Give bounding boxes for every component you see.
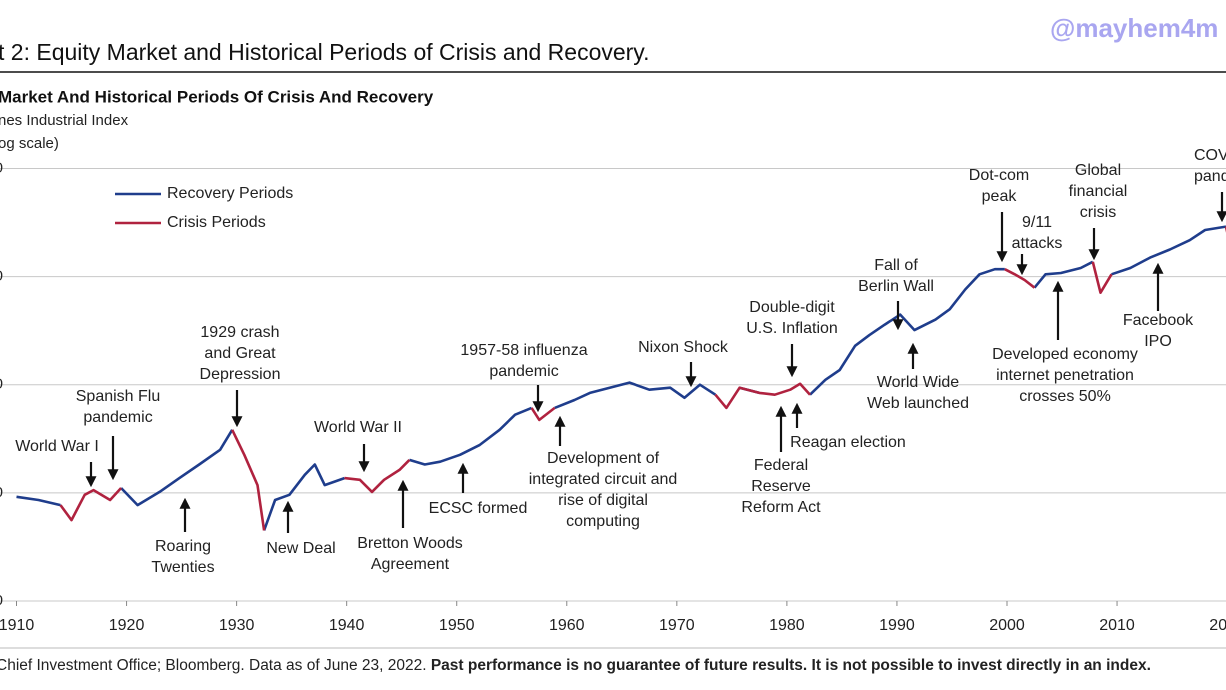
annotation-text: Developed economy <box>992 346 1138 363</box>
x-tick-label: 1940 <box>329 617 365 634</box>
x-tick-label: 2000 <box>989 617 1025 634</box>
annotation-text: Reagan election <box>790 434 906 451</box>
annotation-text: Agreement <box>371 556 450 573</box>
annotation-text: crisis <box>1080 204 1116 221</box>
annotation-text: Spanish Flu <box>76 388 161 405</box>
x-tick-label: 1980 <box>769 617 805 634</box>
annotation-text: 9/11 <box>1022 214 1052 231</box>
chart-title: Market And Historical Periods Of Crisis … <box>0 87 434 106</box>
annotation-text: New Deal <box>266 540 335 557</box>
annotation-text: crosses 50% <box>1019 388 1111 405</box>
annotation-text: 1929 crash <box>200 324 279 341</box>
annotation-text: integrated circuit and <box>529 471 678 488</box>
x-tick-label: 1970 <box>659 617 695 634</box>
x-tick-label: 2010 <box>1099 617 1135 634</box>
annotation-text: pandemic <box>1194 168 1226 185</box>
annotation-text: Twenties <box>151 559 214 576</box>
annotation-text: and Great <box>204 345 276 362</box>
annotation-text: internet penetration <box>996 367 1134 384</box>
annotation-text: U.S. Inflation <box>746 320 838 337</box>
x-tick-label: 1930 <box>219 617 255 634</box>
annotation-text: COVID-19 <box>1194 147 1226 164</box>
annotation-text: Web launched <box>867 395 969 412</box>
annotation-text: World Wide <box>877 374 959 391</box>
annotation-text: Development of <box>547 450 660 467</box>
legend-label: Crisis Periods <box>167 214 266 231</box>
x-tick-label: 1950 <box>439 617 475 634</box>
y-tick-label: 10,000 <box>0 268 3 285</box>
y-axis-label: nes Industrial Index <box>0 112 129 129</box>
annotation-text: attacks <box>1012 235 1063 252</box>
source: Chief Investment Office; Bloomberg. Data… <box>0 657 1151 674</box>
annotation-text: 1957-58 influenza <box>460 342 587 359</box>
annotation-text: Reserve <box>751 478 811 495</box>
annotation-text: Bretton Woods <box>357 535 463 552</box>
annotation-text: peak <box>982 188 1018 205</box>
annotation-text: Facebook <box>1123 312 1194 329</box>
annotation-text: pandemic <box>83 409 152 426</box>
annotation-text: Dot-com <box>969 167 1029 184</box>
annotation-text: World War II <box>314 419 402 436</box>
annotation-text: ECSC formed <box>429 500 528 517</box>
y-tick-label: 100,000 <box>0 159 3 176</box>
series-line <box>59 226 1226 531</box>
legend-label: Recovery Periods <box>167 185 293 202</box>
annotation-text: World War I <box>15 438 99 455</box>
header: t 2: Equity Market and Historical Period… <box>0 39 650 65</box>
annotation-text: Reform Act <box>741 499 821 516</box>
watermark: @mayhem4m <box>1050 13 1218 43</box>
annotation-text: rise of digital <box>558 492 648 509</box>
y-tick-label: 10 <box>0 592 3 609</box>
annotation-text: Global <box>1075 162 1121 179</box>
annotation-text: Nixon Shock <box>638 339 729 356</box>
x-tick-label: 1920 <box>109 617 145 634</box>
x-tick-label: 1990 <box>879 617 915 634</box>
annotation-text: financial <box>1069 183 1128 200</box>
annotation-text: Roaring <box>155 538 211 555</box>
x-tick-label: 2020 <box>1209 617 1226 634</box>
annotation-text: Depression <box>200 366 281 383</box>
y-axis-label: og scale) <box>0 135 59 152</box>
annotation-text: Double-digit <box>749 299 835 316</box>
annotation-text: pandemic <box>489 363 558 380</box>
x-tick-label: 1910 <box>0 617 34 634</box>
annotation-text: IPO <box>1144 333 1172 350</box>
y-tick-label: 1,000 <box>0 376 3 393</box>
annotation-text: Berlin Wall <box>858 278 934 295</box>
annotation-text: Fall of <box>874 257 918 274</box>
y-tick-label: 100 <box>0 484 3 501</box>
source-text: Chief Investment Office; Bloomberg. Data… <box>0 657 427 674</box>
disclaimer: Past performance is no guarantee of futu… <box>431 657 1151 674</box>
annotation-text: computing <box>566 513 640 530</box>
annotation-text: Federal <box>754 457 808 474</box>
x-tick-label: 1960 <box>549 617 585 634</box>
